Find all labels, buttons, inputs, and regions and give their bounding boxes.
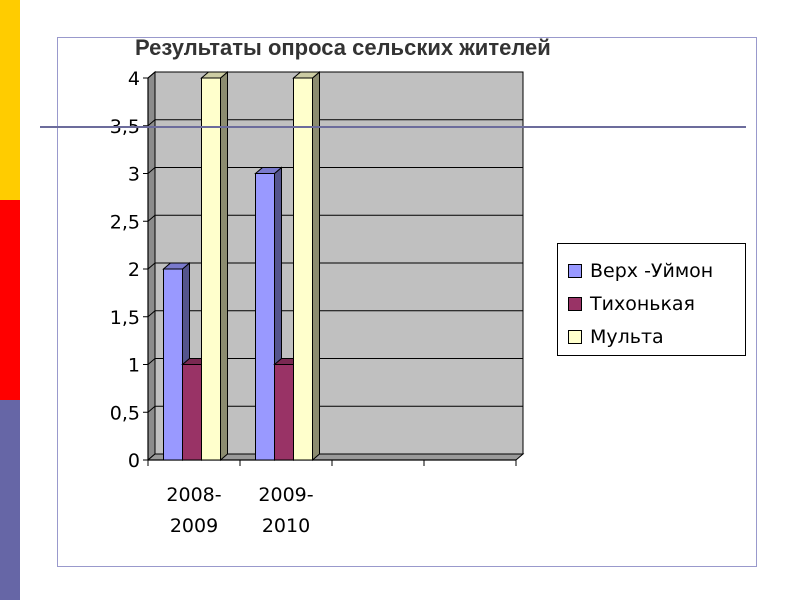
gridline-side [147,71,156,79]
y-tick-label: 1 [128,355,140,377]
y-tick-label: 4 [128,68,140,90]
legend-item-3: Мульта [568,320,745,353]
legend-item-1: Верх -Уймон [568,254,745,287]
bar [293,77,313,461]
y-tick-label: 3 [128,164,140,186]
accent-strip-blue [0,400,20,600]
x-tick-label: 2010 [262,515,310,537]
x-tick-label: 2009- [258,484,313,506]
horizontal-rule [40,126,746,128]
gridline-side [147,262,156,270]
gridline-side [147,310,156,318]
gridline-side [147,167,156,174]
chart-title: Результаты опроса сельских жителей [135,35,551,60]
bar-side [312,70,320,462]
legend-swatch-1 [568,263,582,278]
y-tick-label: 2 [128,259,140,281]
legend-label-1: Верх -Уймон [590,259,714,282]
y-tick-label: 2,5 [110,211,140,233]
gridline-side [147,358,156,365]
chart-legend: Верх -Уймон Тихонькая Мульта [557,243,746,356]
bar-side [220,70,228,462]
x-tick-label: 2009 [170,515,218,537]
y-tick-label: 1,5 [110,307,140,329]
x-tick-label: 2008- [166,484,221,506]
legend-label-3: Мульта [590,325,664,348]
y-tick-label: 0 [128,450,140,472]
chart-frame [57,37,757,567]
legend-swatch-3 [568,329,582,344]
bar [163,268,183,461]
legend-item-2: Тихонькая [568,287,745,320]
gridline-side [147,119,156,127]
bar [201,77,221,461]
accent-strip-red [0,200,20,400]
bar [274,364,294,461]
y-tick-label: 0,5 [110,402,140,424]
accent-strip-yellow [0,0,20,200]
bar [255,173,275,461]
bar [182,364,202,461]
gridline-side [147,405,156,413]
legend-label-2: Тихонькая [590,292,695,315]
legend-swatch-2 [568,296,582,311]
gridline-side [147,214,156,222]
